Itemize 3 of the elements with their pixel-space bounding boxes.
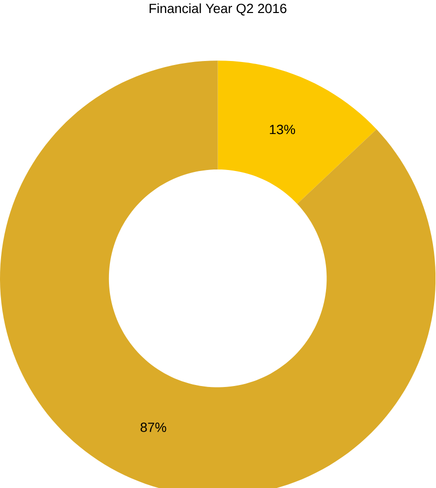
data-label: 87% xyxy=(140,422,166,432)
chart-title: Financial Year Q2 2016 xyxy=(150,3,287,16)
data-label: 13% xyxy=(270,124,296,134)
